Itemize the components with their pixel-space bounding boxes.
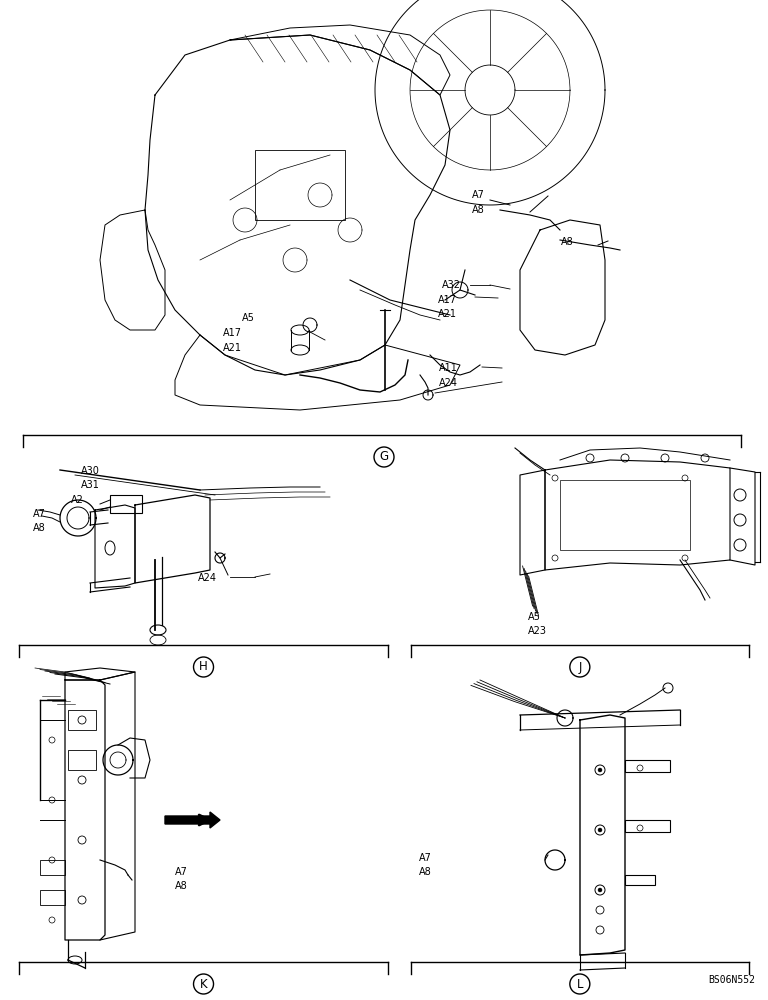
Circle shape <box>374 447 394 467</box>
Bar <box>68 750 96 770</box>
Circle shape <box>570 974 590 994</box>
Text: A5: A5 <box>528 612 541 622</box>
Text: A2: A2 <box>71 495 84 505</box>
Circle shape <box>598 888 602 892</box>
Text: A8: A8 <box>175 881 188 891</box>
Text: A30: A30 <box>81 466 100 476</box>
Bar <box>110 495 142 513</box>
Text: A5: A5 <box>242 313 255 323</box>
Circle shape <box>194 974 214 994</box>
Bar <box>560 480 690 550</box>
Text: A8: A8 <box>561 237 574 247</box>
Text: A11: A11 <box>439 363 458 373</box>
Bar <box>40 890 65 905</box>
Text: L: L <box>577 978 583 990</box>
Text: A8: A8 <box>419 867 432 877</box>
Text: A21: A21 <box>223 343 242 353</box>
Bar <box>625 760 670 772</box>
Text: A7: A7 <box>472 190 485 200</box>
Text: G: G <box>379 450 389 464</box>
Circle shape <box>194 657 214 677</box>
Bar <box>625 875 655 885</box>
Text: J: J <box>578 660 581 674</box>
FancyArrow shape <box>165 812 220 828</box>
Text: H: H <box>199 660 208 674</box>
Circle shape <box>598 828 602 832</box>
Text: A23: A23 <box>528 626 548 636</box>
Bar <box>40 860 65 875</box>
Text: A7: A7 <box>419 853 432 863</box>
Circle shape <box>598 768 602 772</box>
Text: A24: A24 <box>439 378 458 388</box>
Bar <box>68 710 96 730</box>
Text: BS06N552: BS06N552 <box>708 975 755 985</box>
Text: A21: A21 <box>438 309 457 319</box>
Text: A7: A7 <box>33 509 46 519</box>
Text: A7: A7 <box>175 867 188 877</box>
Text: A32: A32 <box>442 280 461 290</box>
Bar <box>625 820 670 832</box>
Text: A8: A8 <box>33 523 46 533</box>
Text: A31: A31 <box>81 480 100 490</box>
Bar <box>255 150 345 220</box>
Text: A8: A8 <box>472 205 485 215</box>
Text: K: K <box>200 978 207 990</box>
Text: A17: A17 <box>438 295 457 305</box>
Text: A24: A24 <box>198 573 217 583</box>
Circle shape <box>570 657 590 677</box>
Text: A17: A17 <box>223 328 242 338</box>
